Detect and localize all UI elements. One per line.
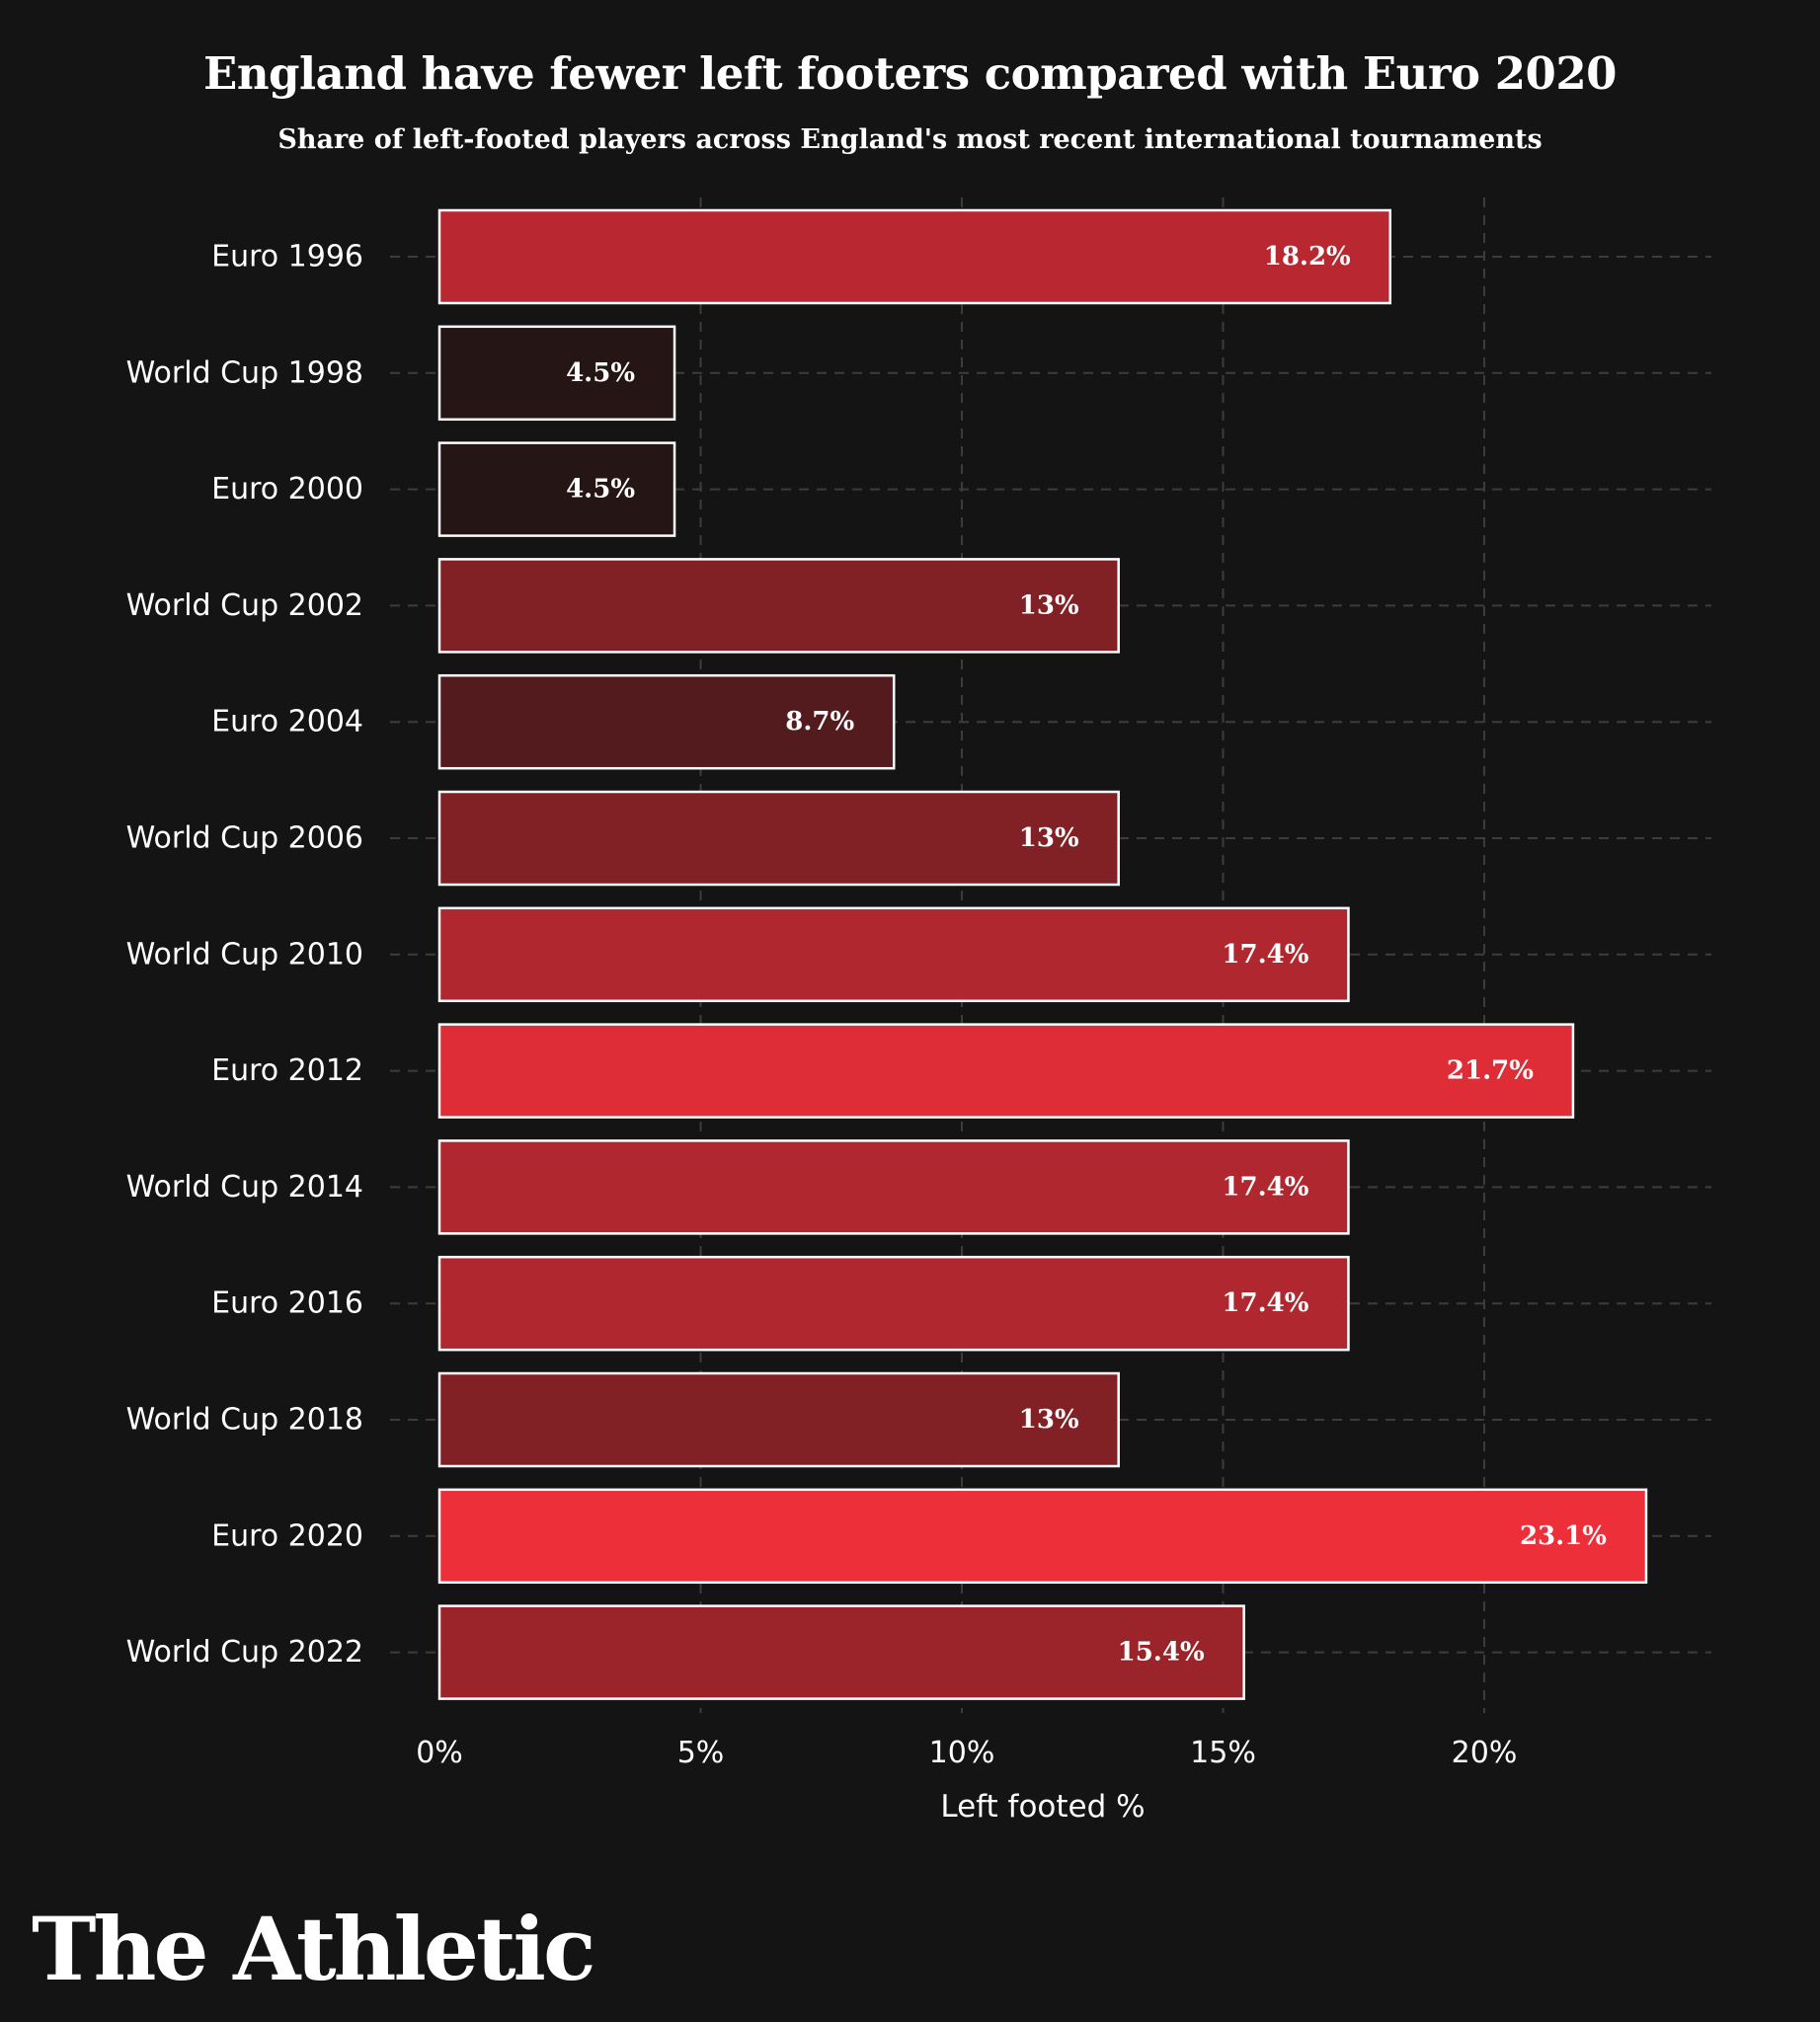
bar-value-label: 13% [1019,823,1079,853]
category-label: World Cup 2014 [126,1170,363,1205]
bar [437,673,896,770]
bar [437,558,1120,654]
bar [437,1488,1648,1585]
bar [437,1255,1350,1352]
category-label: Euro 2016 [211,1286,363,1321]
x-tick-label: 20% [1452,1736,1518,1770]
category-label: World Cup 2006 [126,821,363,856]
chart-subtitle: Share of left-footed players across Engl… [277,124,1543,155]
x-axis-ticks: 0% 5% 10% 15% 20% [416,1736,1517,1770]
category-label: Euro 2020 [211,1518,363,1553]
bar [437,1604,1245,1700]
bar-value-label: 17.4% [1222,940,1308,970]
bar-value-label: 4.5% [566,475,635,505]
bar-value-label: 23.1% [1520,1521,1607,1551]
chart-title: England have fewer left footers compared… [203,47,1617,100]
bar-value-label: 18.2% [1264,242,1351,272]
brand-logo: The Athletic [32,1898,596,2000]
bar-value-label: 13% [1019,590,1079,620]
bar [437,325,676,422]
bar [437,790,1120,887]
bar-value-label: 15.4% [1118,1638,1205,1668]
bar [437,1139,1350,1235]
bar-value-label: 8.7% [785,707,854,737]
bar-value-label: 17.4% [1222,1172,1308,1202]
bar-value-label: 13% [1019,1405,1079,1435]
x-tick-label: 0% [416,1736,463,1770]
bar [437,1023,1575,1119]
bar [437,441,676,537]
x-axis-label: Left footed % [940,1789,1145,1825]
category-label: World Cup 2018 [126,1403,363,1438]
x-tick-label: 15% [1190,1736,1256,1770]
bars: 18.2% 4.5% 4.5% 13% 8.7% 13% 17.4% 21.7% 17.4% 17… [437,208,1648,1700]
category-labels: Euro 1996 World Cup 1998 Euro 2000 World Cu… [126,240,363,1671]
bar [437,1371,1120,1468]
bar-value-label: 4.5% [566,358,635,388]
category-label: World Cup 2022 [126,1635,363,1670]
category-label: Euro 2012 [211,1053,363,1088]
bar-value-label: 17.4% [1222,1288,1308,1318]
category-label: Euro 2000 [211,472,363,506]
bar [437,906,1350,1003]
x-tick-label: 5% [677,1736,725,1770]
bar-value-label: 21.7% [1447,1056,1534,1086]
x-tick-label: 10% [929,1736,995,1770]
category-label: World Cup 2002 [126,588,363,623]
category-label: Euro 1996 [211,240,363,274]
category-label: World Cup 1998 [126,355,363,390]
bar [437,208,1392,305]
category-label: Euro 2004 [211,705,363,739]
category-label: World Cup 2010 [126,937,363,972]
